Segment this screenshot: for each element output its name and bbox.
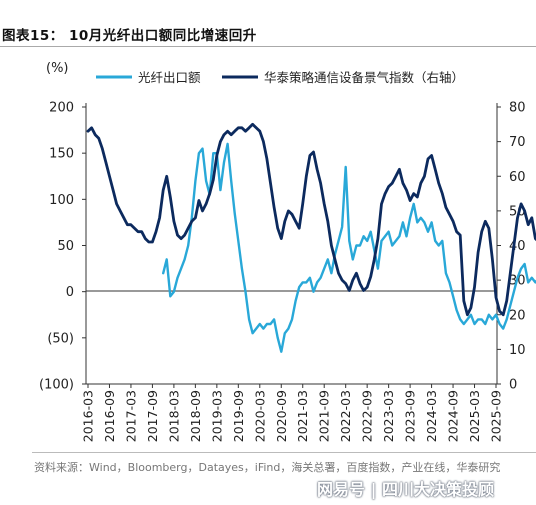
x-tick-label: 2019-03 — [209, 390, 224, 442]
x-tick-label: 2017-09 — [145, 390, 160, 442]
x-tick-label: 2021-09 — [317, 390, 332, 442]
x-tick-label: 2020-03 — [252, 390, 267, 442]
x-tick-label: 2023-09 — [403, 390, 418, 442]
x-tick-label: 2017-03 — [123, 390, 138, 442]
legend-label-fiber-export: 光纤出口额 — [138, 70, 201, 85]
legend: 光纤出口额 华泰策略通信设备景气指数（右轴） — [96, 70, 464, 85]
left-axis-unit: (%) — [46, 61, 69, 76]
x-tick-label: 2018-03 — [166, 390, 181, 442]
title-divider — [0, 46, 536, 47]
series-line-comm-index — [86, 122, 536, 317]
series-line-fiber-export — [161, 142, 536, 353]
left-tick-label: (50) — [47, 331, 74, 346]
x-tick-label: 2019-09 — [231, 390, 246, 442]
right-tick-label: 20 — [509, 308, 526, 323]
x-tick-label: 2022-03 — [338, 390, 353, 442]
right-tick-label: 80 — [509, 101, 526, 116]
x-tick-label: 2020-09 — [274, 390, 289, 442]
chart: (%)200150100500(50)(100)8070605040302010… — [39, 61, 536, 442]
series-layer — [86, 122, 536, 353]
x-tick-label: 2016-03 — [81, 390, 96, 442]
chart-title: 图表15： 10月光纤出口额同比增速回升 — [2, 28, 257, 44]
x-tick-label: 2021-03 — [295, 390, 310, 442]
right-tick-label: 10 — [509, 343, 526, 358]
right-tick-label: 60 — [509, 170, 526, 185]
source-note: 资料来源：Wind，Bloomberg，Datayes，iFind，海关总署，百… — [34, 461, 501, 474]
left-tick-label: 200 — [49, 101, 74, 116]
x-tick-label: 2025-09 — [489, 390, 504, 442]
left-tick-label: 100 — [49, 193, 74, 208]
left-tick-label: (100) — [39, 378, 74, 393]
right-tick-label: 0 — [509, 378, 517, 393]
x-tick-label: 2023-03 — [381, 390, 396, 442]
legend-label-comm-index: 华泰策略通信设备景气指数（右轴） — [264, 70, 464, 85]
left-tick-label: 0 — [66, 285, 74, 300]
left-tick-label: 150 — [49, 147, 74, 162]
x-tick-label: 2024-03 — [424, 390, 439, 442]
x-tick-label: 2022-09 — [360, 390, 375, 442]
left-tick-label: 50 — [57, 239, 74, 254]
x-tick-label: 2016-09 — [102, 390, 117, 442]
x-tick-label: 2025-03 — [467, 390, 482, 442]
right-tick-label: 70 — [509, 135, 526, 150]
x-tick-label: 2018-09 — [188, 390, 203, 442]
source-divider — [32, 452, 536, 453]
right-tick-label: 40 — [509, 239, 526, 254]
watermark: 网易号 | 四川大决策投顾 — [317, 480, 494, 499]
x-tick-label: 2024-09 — [446, 390, 461, 442]
axes: (%)200150100500(50)(100)8070605040302010… — [39, 61, 526, 442]
